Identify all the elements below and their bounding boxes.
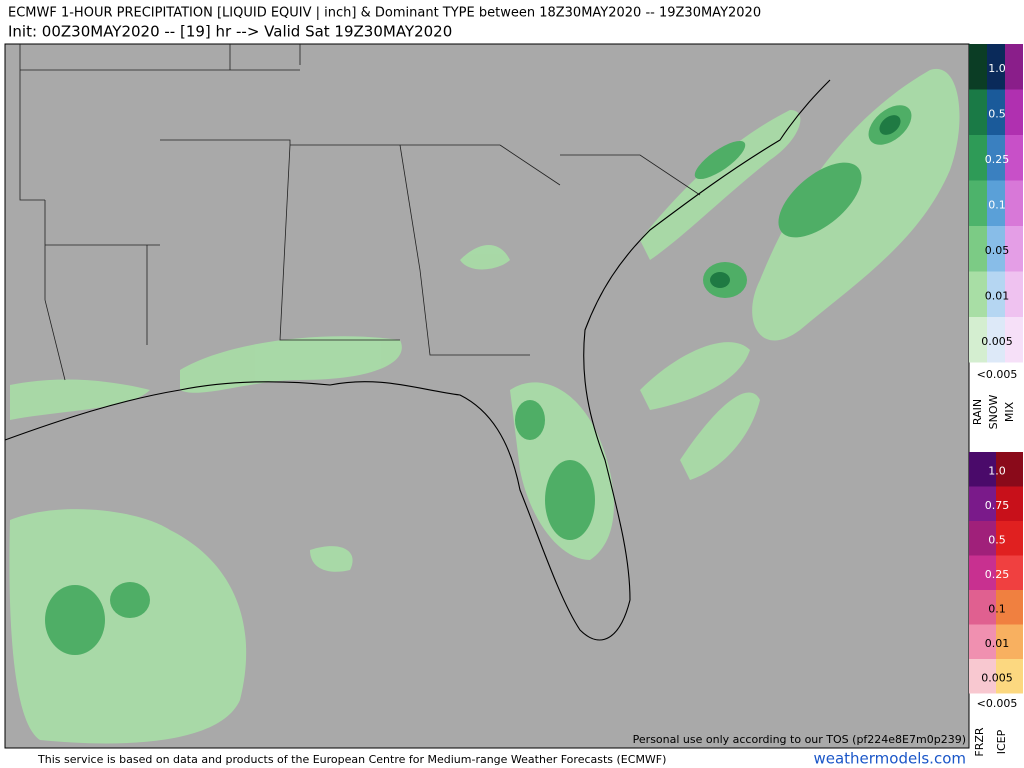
- site-link[interactable]: weathermodels.com: [813, 750, 966, 768]
- legend-level: 0.005: [981, 671, 1013, 684]
- legend-swatch: [969, 521, 996, 556]
- legend-swatch: [969, 180, 987, 226]
- legend-level: 1.0: [988, 464, 1006, 477]
- legend-swatch: [987, 44, 1005, 90]
- legend: 1.0 0.5 0.25 0.1 0.05 0.01 0.005 <0.005 RAIN SNOW…: [969, 44, 1023, 757]
- legend-swatch: [969, 486, 996, 521]
- map: Personal use only according to our TOS (…: [4, 43, 970, 749]
- legend-level: 0.25: [985, 568, 1010, 581]
- legend-swatch: [969, 659, 996, 694]
- legend-swatch: [969, 89, 987, 135]
- legend-level: 0.25: [985, 153, 1010, 166]
- legend-swatch: [1005, 180, 1023, 226]
- legend-swatch: [1005, 226, 1023, 272]
- legend-level: 0.05: [985, 244, 1010, 257]
- legend-swatch: [996, 590, 1023, 625]
- legend-swatch: [987, 226, 1005, 272]
- legend-swatch: [969, 226, 987, 272]
- legend-swatch: [969, 135, 987, 181]
- legend-below: <0.005: [977, 697, 1018, 710]
- legend-swatch: [969, 624, 996, 659]
- legend-type: ICEP: [995, 729, 1008, 754]
- legend-level: 0.1: [988, 198, 1006, 211]
- legend-type: SNOW: [987, 395, 1000, 430]
- tos-note: Personal use only according to our TOS (…: [633, 733, 966, 746]
- legend-below: <0.005: [977, 368, 1018, 381]
- legend-level: 1.0: [988, 62, 1006, 75]
- legend-swatch: [996, 486, 1023, 521]
- legend-swatch: [987, 135, 1005, 181]
- legend-level: 0.005: [981, 335, 1013, 348]
- legend-level: 0.5: [988, 533, 1006, 546]
- legend-swatch: [1005, 271, 1023, 317]
- legend-level: 0.5: [988, 107, 1006, 120]
- legend-swatch: [987, 89, 1005, 135]
- legend-swatch: [969, 590, 996, 625]
- legend-swatch: [969, 317, 987, 363]
- legend-level: 0.01: [985, 289, 1010, 302]
- legend-type: FRZR: [973, 727, 986, 757]
- legend-swatch: [969, 271, 987, 317]
- legend-swatch: [996, 452, 1023, 487]
- legend-swatch: [996, 521, 1023, 556]
- legend-swatch: [969, 555, 996, 590]
- legend-swatch: [1005, 89, 1023, 135]
- subtitle: Init: 00Z30MAY2020 -- [19] hr --> Valid …: [8, 23, 452, 41]
- legend-swatch: [1005, 317, 1023, 363]
- legend-swatch: [996, 624, 1023, 659]
- legend-swatch: [1005, 135, 1023, 181]
- legend-level: 0.75: [985, 499, 1010, 512]
- legend-swatch: [969, 452, 996, 487]
- disclaimer: This service is based on data and produc…: [37, 753, 666, 766]
- legend-swatch: [996, 659, 1023, 694]
- legend-swatch: [1005, 44, 1023, 90]
- legend-level: 0.01: [985, 637, 1010, 650]
- legend-swatch: [987, 271, 1005, 317]
- legend-swatch: [969, 44, 987, 90]
- title: ECMWF 1-HOUR PRECIPITATION [LIQUID EQUIV…: [8, 6, 761, 21]
- legend-swatch: [996, 555, 1023, 590]
- legend-level: 0.1: [988, 602, 1006, 615]
- legend-type: MIX: [1003, 401, 1016, 422]
- legend-type: RAIN: [971, 399, 984, 425]
- legend-swatch: [987, 317, 1005, 363]
- legend-swatch: [987, 180, 1005, 226]
